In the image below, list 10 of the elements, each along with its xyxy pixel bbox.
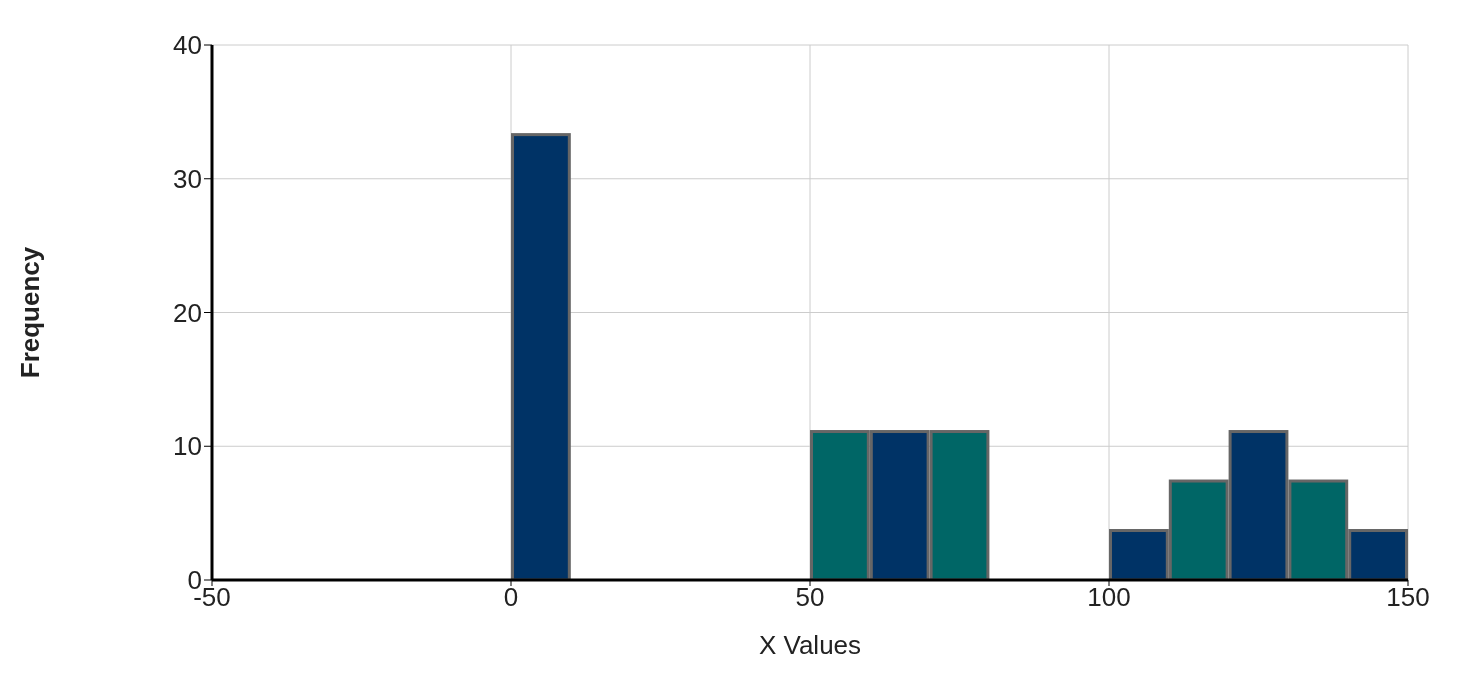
x-tick-label: 0 (503, 582, 519, 613)
x-tick-label: 50 (795, 582, 825, 613)
x-tick-label: 150 (1386, 582, 1430, 613)
x-axis-title: X Values (758, 630, 862, 660)
y-axis-title: Frequency (15, 246, 46, 379)
x-tick-label: 100 (1087, 582, 1131, 613)
y-tick-label: 30 (173, 163, 202, 194)
y-tick-label: 40 (173, 30, 202, 61)
y-tick-label: 20 (173, 297, 202, 328)
y-tick-label: 10 (173, 431, 202, 462)
